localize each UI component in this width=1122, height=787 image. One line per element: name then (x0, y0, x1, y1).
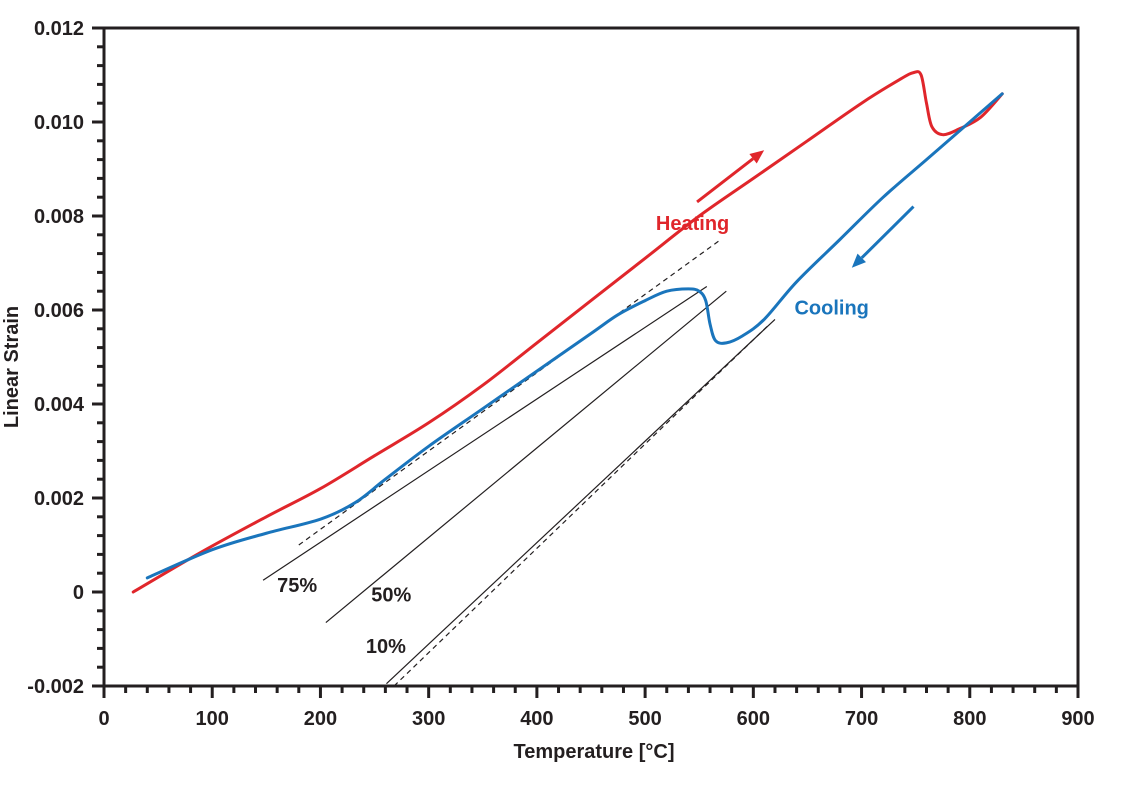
series-label-cooling: Cooling (794, 298, 868, 320)
x-tick-label: 600 (737, 708, 770, 730)
series-heating-line (131, 70, 1004, 594)
x-tick-label: 500 (628, 708, 661, 730)
x-tick-label: 200 (304, 708, 337, 730)
y-tick-label: 0.006 (34, 300, 84, 322)
y-tick-label: 0.010 (34, 112, 84, 134)
x-tick-label: 100 (196, 708, 229, 730)
cooling-direction-arrow-shaft (860, 205, 915, 259)
reference-line-10pct (386, 318, 776, 685)
y-axis-ticks: -0.002 0 0.002 0.004 0.006 0.008 0.010 0.012 (27, 18, 104, 698)
y-tick-label: 0 (73, 582, 84, 604)
y-tick-label: 0.002 (34, 488, 84, 510)
series-cooling-line (145, 92, 1004, 580)
x-tick-label: 900 (1061, 708, 1094, 730)
percent-label-50pct: 50% (371, 584, 411, 606)
plot-border (102, 26, 1080, 688)
cooling-direction-arrow-head (851, 253, 866, 268)
y-tick-label: 0.008 (34, 206, 84, 228)
reference-lines (262, 239, 776, 687)
annotations: Heating Cooling 75% 50% 10% (277, 213, 869, 658)
x-tick-label: 0 (98, 708, 109, 730)
series-label-heating: Heating (656, 213, 729, 235)
y-tick-label: 0.012 (34, 18, 84, 40)
y-tick-label: 0.004 (34, 394, 85, 416)
percent-label-10pct: 10% (366, 636, 406, 658)
heating-direction-arrow-shaft (696, 157, 754, 204)
y-tick-label: -0.002 (27, 676, 84, 698)
x-tick-label: 300 (412, 708, 445, 730)
reference-line-75pct (262, 285, 708, 581)
x-tick-label: 700 (845, 708, 878, 730)
x-axis-title: Temperature [°C] (514, 741, 675, 763)
x-tick-label: 800 (953, 708, 986, 730)
plot-frame (102, 26, 1080, 688)
heating-direction-arrow-head (749, 150, 765, 164)
reference-line-dashed-upper (298, 239, 722, 546)
direction-arrows (696, 150, 915, 268)
x-axis-ticks: 0 100 200 300 400 500 600 700 800 900 (98, 686, 1095, 730)
y-axis-title: Linear Strain (1, 306, 23, 428)
x-tick-label: 400 (520, 708, 553, 730)
reference-line-50pct (325, 290, 727, 624)
reference-line-dashed-lower (393, 323, 770, 687)
series-lines (131, 70, 1004, 594)
percent-label-75pct: 75% (277, 575, 317, 597)
